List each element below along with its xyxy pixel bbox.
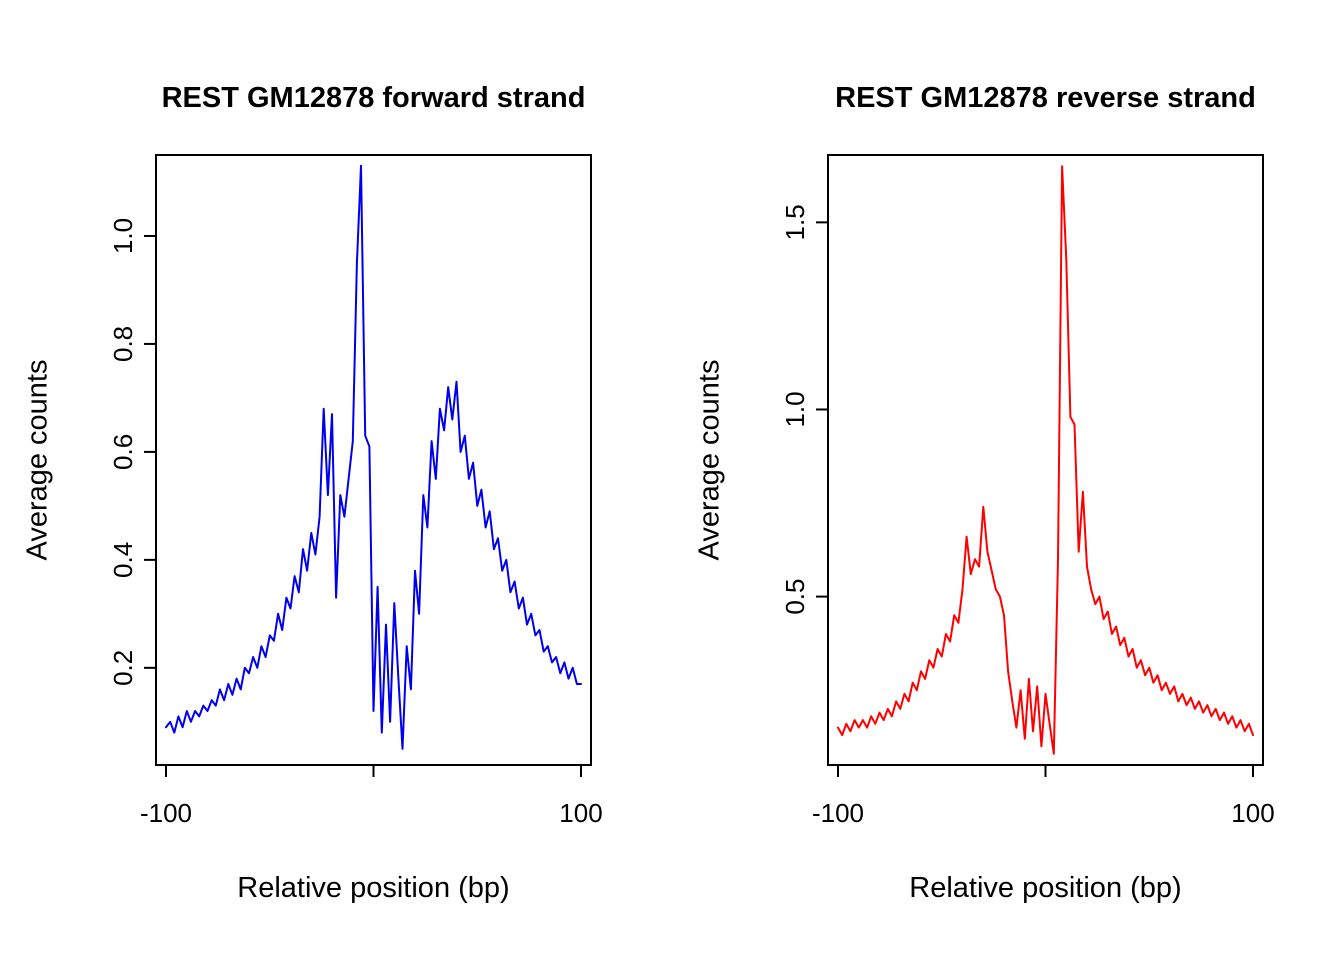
svg-text:1.0: 1.0 bbox=[108, 218, 138, 254]
reverse-strand-line-chart: -100 100 0.5 1.0 1.5 bbox=[780, 154, 1275, 828]
x-axis-label-reverse: Relative position (bp) bbox=[909, 872, 1182, 904]
svg-text:0.6: 0.6 bbox=[108, 434, 138, 470]
plot-title-reverse: REST GM12878 reverse strand bbox=[835, 82, 1256, 114]
svg-text:0.5: 0.5 bbox=[780, 579, 810, 615]
plot-title-forward: REST GM12878 forward strand bbox=[161, 82, 586, 114]
svg-text:100: 100 bbox=[559, 798, 602, 828]
svg-text:1.5: 1.5 bbox=[780, 204, 810, 240]
svg-text:0.2: 0.2 bbox=[108, 650, 138, 686]
svg-text:-100: -100 bbox=[812, 798, 864, 828]
x-axis-label-forward: Relative position (bp) bbox=[237, 872, 510, 904]
plot-forward-strand: REST GM12878 forward strand Average coun… bbox=[22, 82, 603, 904]
svg-text:0.8: 0.8 bbox=[108, 326, 138, 362]
svg-text:100: 100 bbox=[1231, 798, 1274, 828]
plot-reverse-strand: REST GM12878 reverse strand Average coun… bbox=[672, 0, 1344, 960]
forward-strand-line-chart: -100 100 0.2 0.4 0.6 0.8 1.0 bbox=[108, 154, 603, 828]
svg-text:0.4: 0.4 bbox=[108, 542, 138, 578]
svg-text:-100: -100 bbox=[140, 798, 192, 828]
svg-text:1.0: 1.0 bbox=[780, 391, 810, 427]
